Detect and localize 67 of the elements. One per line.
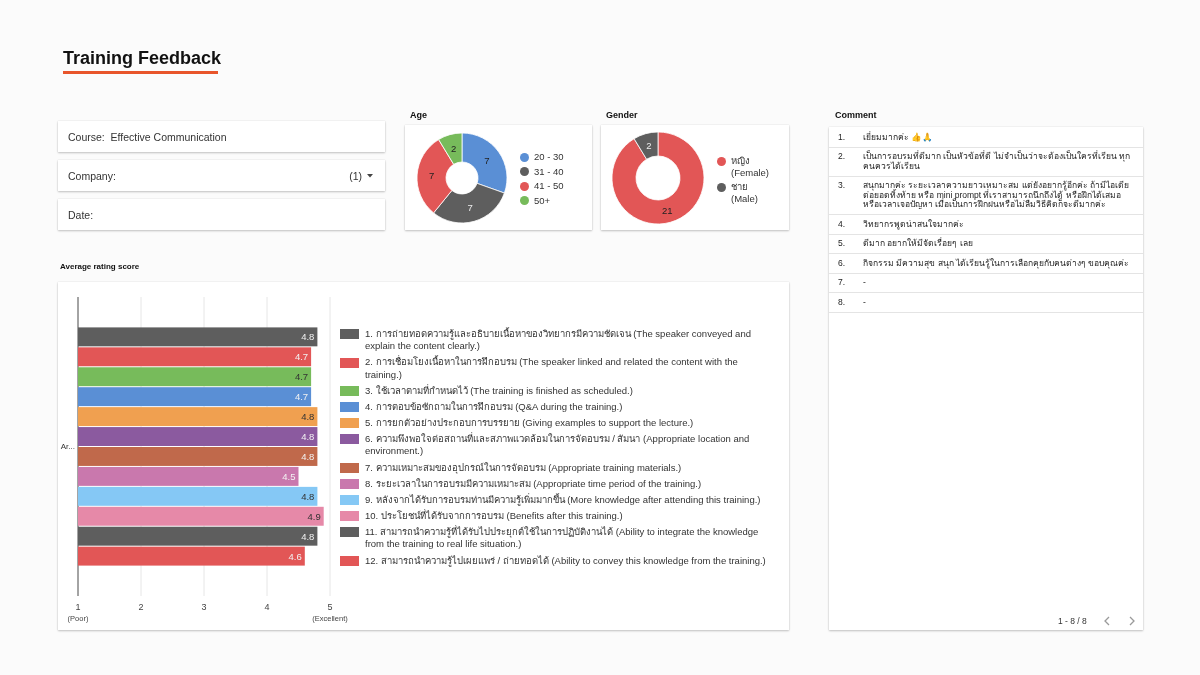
data-label: 7	[428, 170, 435, 182]
text: Comment	[835, 110, 877, 120]
text: -	[863, 277, 866, 287]
data-label: 21	[661, 205, 673, 217]
data-label: 4.5	[282, 470, 296, 482]
text: กิจกรรม มีความสุข สนุก ได้เรียนรู้ในการเลือกคุยกับคนต่างๆ ขอบคุณค่ะ	[863, 257, 1130, 268]
category-label: 1.	[838, 131, 846, 142]
x-tick-label: 3	[201, 602, 207, 612]
legend-label: 5. การยกตัวอย่างประกอบการบรรยาย (Giving examples to support the lecture.)	[365, 416, 694, 428]
legend-label: ชาย (Male)	[731, 181, 758, 204]
legend-label: 12. สามารถนำความรู้ไปเผยแพร่ / ถ่ายทอดได้ (Ability to convey this knowledge from the training.)	[365, 554, 766, 566]
legend-label: 3. ใช้เวลาตามที่กำหนดไว้ (The training is finished as scheduled.)	[365, 384, 633, 396]
category-label: 8.	[838, 296, 846, 307]
data-label: 4.8	[301, 431, 315, 443]
text: Company:	[68, 169, 116, 182]
legend-label: 50+	[534, 194, 551, 206]
data-label: 4.8	[301, 450, 315, 462]
x-tick-label: 2	[138, 602, 144, 612]
chart-title: Age	[410, 110, 428, 120]
text: Course: Effective Communication	[68, 130, 227, 143]
data-label: 7	[484, 154, 490, 166]
legend-label: 11. สามารถนำความรู้ที่ได้รับไปประยุกต์ใช้ในการปฏิบัติงานได้ (Ability to integrate the knowledge from the training to real life situation.)	[365, 525, 759, 550]
text: (1)	[349, 169, 362, 182]
legend-label: หญิง (Female)	[731, 155, 770, 178]
data-label: 2	[451, 143, 457, 155]
text: สนุกมากค่ะ ระยะเวลาความยาวเหมาะสม แต่ยังอยากรู้อีกค่ะ ถ้ามีไอเดียต่อยอดทิ้งท้าย หรือ mini prompt ที่เราสามารถนึกถึงได้ หรือฝึกได้เสมอหรือเวลาเจอปัญหา เมื่อเป็นการฝึกฝนหรือไม่ลืมวิธีคิดก็จะดีมากค่ะ	[863, 180, 1130, 209]
legend-label: 8. ระยะเวลาในการอบรมมีความเหมาะสม (Appropriate time period of the training.)	[365, 477, 702, 489]
data-label: 7	[467, 201, 473, 213]
category-label: 6.	[838, 257, 846, 268]
data-label: 4.8	[301, 530, 315, 542]
x-tick-label: 4	[264, 602, 270, 612]
legend-label: 41 - 50	[534, 180, 564, 191]
chart-title: Average rating score	[60, 262, 140, 271]
data-label: 4.9	[307, 510, 321, 522]
data-label: 4.8	[301, 411, 315, 423]
text: เยี่ยมมากค่ะ 👍🙏	[863, 131, 934, 142]
legend-label: 1. การถ่ายทอดความรู้และอธิบายเนื้อหาของวิทยากรมีความชัดเจน (The speaker conveyed and explain the content clearly.)	[365, 327, 751, 351]
data-label: 4.6	[288, 550, 302, 562]
donut-slice	[611, 131, 705, 225]
legend-label: 4. การตอบข้อซักถามในการฝึกอบรม (Q&A during the training.)	[365, 400, 623, 412]
data-label: 4.7	[294, 391, 309, 403]
text: 1 - 8 / 8	[1058, 616, 1087, 626]
data-label: 4.7	[294, 371, 309, 383]
legend-label: 2. การเชื่อมโยงเนื้อหาในการฝึกอบรม (The speaker linked and related the content with the training.)	[365, 356, 738, 380]
legend-label: 10. ประโยชน์ที่ได้รับจากการอบรม (Benefits after this training.)	[365, 509, 623, 521]
category-label: 3.	[838, 180, 846, 190]
legend-label: 6. ความพึงพอใจต่อสถานที่และสภาพแวดล้อมในการจัดอบรม / สัมนา (Appropriate location and environment.)	[365, 432, 750, 457]
legend-label: 20 - 30	[534, 151, 564, 162]
category-label: 4.	[838, 218, 846, 229]
data-label: 4.7	[294, 351, 309, 363]
text: -	[863, 296, 866, 307]
legend-label: 7. ความเหมาะสมของอุปกรณ์ในการจัดอบรม (Appropriate training materials.)	[365, 461, 682, 473]
text: Training Feedback	[63, 48, 222, 68]
data-label: 2	[646, 139, 652, 151]
text: Date:	[68, 208, 94, 221]
text: ดีมาก อยากให้มีจัดเรื่อยๆ เลย	[863, 238, 973, 248]
data-label: 4.8	[301, 490, 315, 502]
chart-title: Gender	[606, 110, 638, 120]
y-tick-label: Ar...	[60, 442, 75, 451]
category-label: 5.	[838, 238, 846, 248]
category-label: 7.	[838, 277, 846, 287]
text: เป็นการอบรมที่ดีมาก เป็นหัวข้อที่ดี ไม่จำเป็นว่าจะต้องเป็นใครที่เรียน ทุกคนควรได้เรียน	[863, 151, 1131, 171]
category-label: 2.	[838, 151, 846, 161]
legend-label: 31 - 40	[534, 165, 564, 177]
legend-label: 9. หลังจากได้รับการอบรมท่านมีความรู้เพิ่มมากขึ้น (More knowledge after attending this training.)	[365, 493, 761, 505]
data-label: 4.8	[301, 331, 315, 343]
text: วิทยากรพูดน่าสนใจมากค่ะ	[863, 218, 964, 229]
